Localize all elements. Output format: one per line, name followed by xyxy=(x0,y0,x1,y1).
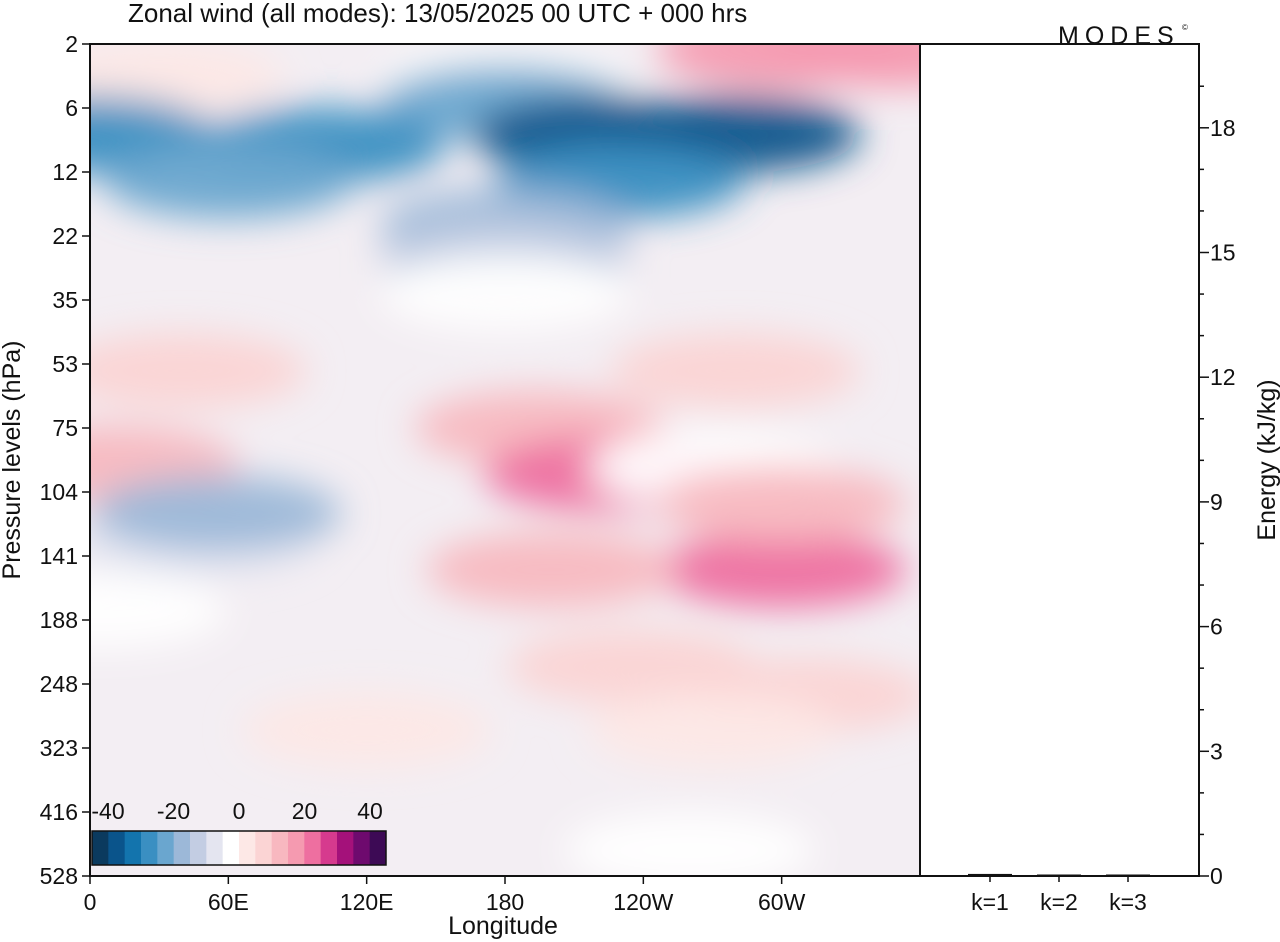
colorbar-swatch xyxy=(92,831,109,865)
colorbar-swatch xyxy=(271,831,289,865)
x-axis: 0 60E 120E 180 120W 60W xyxy=(84,876,806,915)
y-tick-label: 248 xyxy=(40,671,78,697)
colorbar-swatch xyxy=(108,831,126,865)
y-tick-label: 528 xyxy=(40,863,78,889)
modes-logo-mark: © xyxy=(1182,23,1188,32)
y-tick-label: 35 xyxy=(52,287,78,313)
y-tick-label: 53 xyxy=(52,351,78,377)
heatmap-cell xyxy=(656,465,907,542)
colorbar-swatch xyxy=(288,831,305,865)
energy-category-label: k=3 xyxy=(1109,889,1147,915)
y-tick-label: 416 xyxy=(40,799,78,825)
colorbar-swatch xyxy=(222,831,240,865)
y-tick-label: 2 xyxy=(65,31,78,57)
energy-category-label: k=2 xyxy=(1040,889,1078,915)
heatmap-cells xyxy=(90,44,920,876)
colorbar-swatch xyxy=(239,831,256,865)
energy-bar xyxy=(1106,874,1150,876)
colorbar-swatch xyxy=(369,831,387,865)
x-axis-label: Longitude xyxy=(448,912,558,940)
colorbar-tick-label: -20 xyxy=(157,798,190,824)
heatmap-field xyxy=(90,44,920,876)
colorbar-tick-label: 20 xyxy=(292,798,318,824)
colorbar-swatch xyxy=(190,831,207,865)
x-tick-label: 60E xyxy=(208,889,249,915)
energy-category-label: k=1 xyxy=(971,889,1009,915)
colorbar-frame xyxy=(91,830,387,866)
colorbar: -40 -20 0 20 40 xyxy=(91,798,387,866)
y-tick-label: 75 xyxy=(52,415,78,441)
y-tick-label: 12 xyxy=(52,159,78,185)
heatmap-cell xyxy=(587,692,838,769)
colorbar-swatch xyxy=(157,831,175,865)
colorbar-tick-label: 0 xyxy=(233,798,246,824)
energy-frame xyxy=(919,43,1200,877)
colorbar-swatch xyxy=(206,831,224,865)
heatmap-cell xyxy=(610,332,861,409)
heatmap-cell xyxy=(380,253,630,330)
colorbar-swatch xyxy=(124,831,142,865)
x-tick-label: 120E xyxy=(340,889,394,915)
heatmap-cell xyxy=(241,692,492,769)
heatmap-cell xyxy=(91,475,342,552)
energy-tick-label: 0 xyxy=(1210,863,1223,889)
heatmap-cell xyxy=(564,812,815,876)
colorbar-swatch xyxy=(304,831,322,865)
y-tick-label: 6 xyxy=(65,95,78,121)
energy-tick-label: 12 xyxy=(1210,364,1236,390)
energy-tick-label: 3 xyxy=(1210,738,1223,764)
energy-x-axis: k=1 k=2 k=3 xyxy=(971,876,1147,915)
energy-tick-label: 15 xyxy=(1210,240,1236,266)
heatmap-cell xyxy=(90,44,285,117)
colorbar-swatch xyxy=(353,831,371,865)
heatmap-cell xyxy=(426,531,677,608)
energy-tick-label: 18 xyxy=(1210,115,1236,141)
heatmap-cell xyxy=(656,531,907,608)
heatmap-cell xyxy=(90,332,308,409)
energy-axis-label: Energy (kJ/kg) xyxy=(1253,379,1280,540)
x-tick-label: 120W xyxy=(613,889,673,915)
y-tick-label: 188 xyxy=(40,607,78,633)
y-axis: 2 6 12 22 35 53 75 104 141 188 248 323 416 528 xyxy=(40,31,90,889)
colorbar-swatch xyxy=(320,831,338,865)
energy-tick-label: 9 xyxy=(1210,489,1223,515)
energy-tick-label: 6 xyxy=(1210,614,1223,640)
heatmap-cell xyxy=(103,142,354,219)
energy-y-axis: 0 3 6 9 12 15 18 xyxy=(1199,85,1236,889)
x-tick-label: 60W xyxy=(758,889,806,915)
colorbar-swatch xyxy=(173,831,191,865)
colorbar-swatch xyxy=(337,831,354,865)
energy-panel: 0 3 6 9 12 15 18 k=1 k=2 k=3 Energy (kJ/kg) xyxy=(919,43,1280,915)
colorbar-swatch xyxy=(141,831,158,865)
energy-bar xyxy=(1037,874,1081,876)
colorbar-swatch xyxy=(255,831,273,865)
colorbar-tick-label: 40 xyxy=(357,798,383,824)
y-tick-label: 141 xyxy=(40,543,78,569)
x-tick-label: 0 xyxy=(84,889,97,915)
y-tick-label: 104 xyxy=(40,479,79,505)
heatmap-cell xyxy=(90,572,227,649)
energy-bar xyxy=(968,873,1012,876)
y-tick-label: 22 xyxy=(52,223,78,249)
energy-bars xyxy=(968,873,1150,876)
chart-title: Zonal wind (all modes): 13/05/2025 00 UT… xyxy=(128,0,747,28)
heatmap-cell xyxy=(656,44,907,88)
y-tick-label: 323 xyxy=(40,735,78,761)
colorbar-tick-label: -40 xyxy=(91,798,124,824)
y-axis-label: Pressure levels (hPa) xyxy=(0,341,26,580)
x-tick-label: 180 xyxy=(486,889,524,915)
